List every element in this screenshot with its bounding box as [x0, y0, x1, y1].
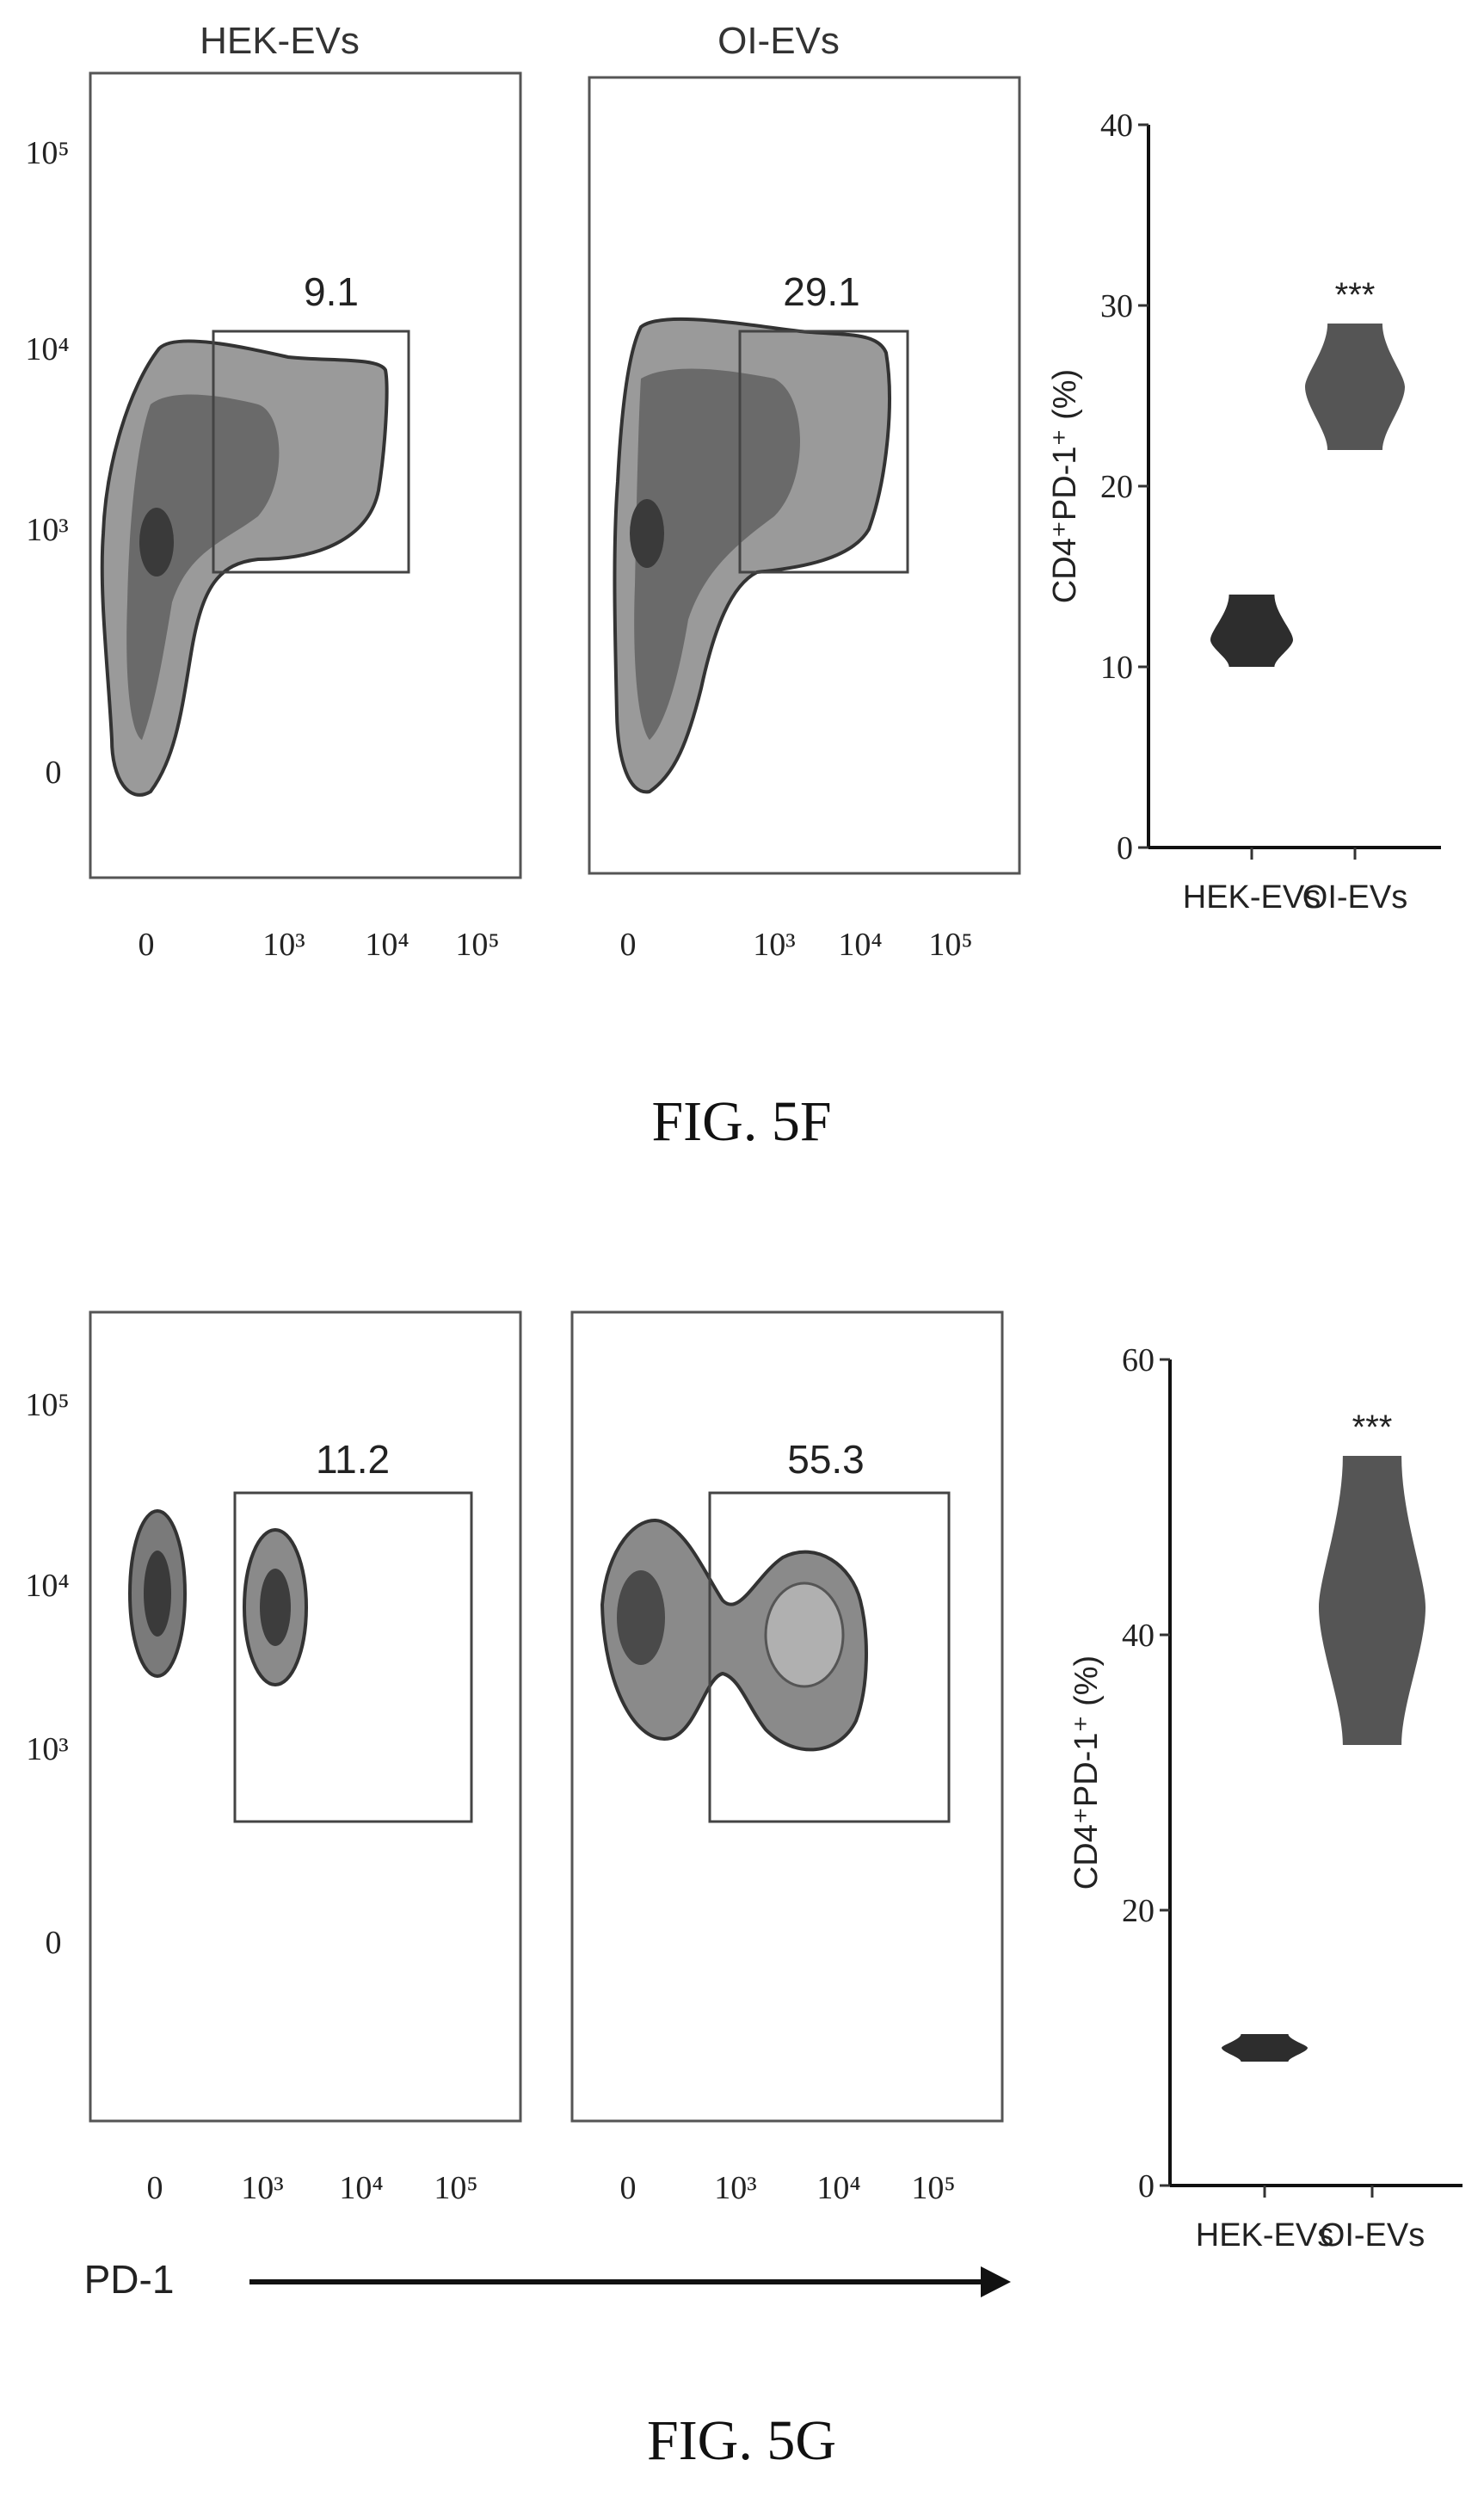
violin-category-label: HEK-EVs	[1196, 2217, 1333, 2253]
violin-ytick-label: 30	[1100, 288, 1133, 324]
fig5f-ytick-label: 0	[46, 755, 62, 791]
violin-ytick-label: 40	[1100, 108, 1133, 144]
fig5g-ytick-label: 10⁴	[25, 1568, 69, 1604]
fig5g-gate-value-hek: 11.2	[316, 1437, 390, 1482]
fig5f-ytick-label: 10³	[26, 512, 68, 548]
fig5g-flow-panel-hek: 11.2 10⁵ 10⁴ 10³ 0 0 10³ 10⁴ 10⁵	[25, 1310, 522, 2206]
fig5g-flow-panel-oi: 55.3 0 10³ 10⁴ 10⁵	[570, 1310, 1004, 2206]
violin-category-label: OI-EVs	[1302, 879, 1407, 916]
pd1-arrow-head	[981, 2266, 1011, 2297]
fig5g-gate-value-oi: 55.3	[787, 1437, 865, 1482]
fig5g-xtick-label: 0	[147, 2170, 163, 2206]
fig5f-xtick-label: 10⁵	[928, 927, 972, 963]
violin-oi-evs	[1319, 1456, 1426, 1745]
violin-ytick-label: 20	[1122, 1893, 1155, 1929]
pd1-axis-marker: PD-1	[84, 2257, 1011, 2302]
fig5f-xtick-label: 10⁵	[455, 927, 499, 963]
violin-hek-evs	[1210, 595, 1293, 667]
fig5g-density-core-positive-oi	[764, 1581, 845, 1688]
fig5g-xtick-label: 0	[620, 2170, 637, 2206]
fig5g-gate-oi	[708, 1491, 951, 1823]
fig5g-plot-frame-hek	[89, 1310, 522, 2123]
violin-ytick-label: 0	[1117, 830, 1133, 866]
fig5f-density-peak-hek	[139, 508, 174, 576]
fig5f-gate-oi	[738, 330, 909, 574]
fig5g-xtick-label: 10⁵	[434, 2170, 477, 2206]
fig5g-density-core-negative-hek	[144, 1551, 171, 1637]
fig5g-xtick-label: 10⁴	[339, 2170, 383, 2206]
fig5f-ytick-label: 10⁴	[25, 331, 69, 367]
fig5f-xtick-label: 10⁴	[365, 927, 409, 963]
violin-ytick-label: 10	[1100, 650, 1133, 686]
fig5f-xtick-label: 0	[139, 927, 155, 963]
fig5f-panel-title-oi: OI-EVs	[717, 20, 840, 62]
fig5f-density-core-hek	[126, 394, 280, 740]
violin-y-axis-label: CD4⁺PD-1⁺ (%)	[1068, 1655, 1105, 1890]
fig5f-gate-value-hek: 9.1	[304, 269, 359, 314]
violin-category-label: HEK-EVs	[1183, 879, 1321, 916]
violin-ytick-label: 20	[1100, 469, 1133, 505]
fig5f-density-peak-oi	[630, 499, 664, 568]
fig5f-flow-panel-oi: OI-EVs 29.1 0 10³ 10⁴ 10⁵	[588, 20, 1021, 963]
fig5g-density-core-negative-oi	[617, 1570, 665, 1665]
fig5g-xtick-label: 10⁴	[816, 2170, 860, 2206]
fig5g-xtick-label: 10³	[714, 2170, 756, 2206]
fig5g-ytick-label: 10⁵	[25, 1387, 69, 1423]
violin-significance-marker: ***	[1335, 276, 1376, 314]
fig5f-xtick-label: 10³	[262, 927, 305, 963]
fig5f-gate-hek	[212, 330, 410, 574]
fig5f-ytick-label: 10⁵	[25, 135, 69, 171]
fig5g-gate-hek	[233, 1491, 473, 1823]
fig5f-caption: FIG. 5F	[651, 1090, 831, 1153]
fig5g-xtick-label: 10³	[241, 2170, 283, 2206]
violin-hek-evs	[1222, 2034, 1308, 2062]
fig5f-xtick-label: 0	[620, 927, 637, 963]
fig5g-density-population-oi	[600, 1519, 868, 1752]
fig5g-caption: FIG. 5G	[647, 2409, 836, 2472]
violin-category-label: OI-EVs	[1320, 2217, 1425, 2253]
fig5f-flow-panel-hek: HEK-EVs 9.1 10⁵ 10⁴ 10³ 0 0 10³ 10⁴ 10⁵	[25, 20, 522, 963]
fig5g-ytick-label: 0	[46, 1925, 62, 1961]
fig5f-panel-title-hek: HEK-EVs	[200, 20, 360, 62]
violin-ytick-label: 0	[1138, 2168, 1155, 2204]
violin-y-axis-label: CD4⁺PD-1⁺ (%)	[1047, 369, 1083, 603]
pd1-axis-label: PD-1	[84, 2257, 175, 2302]
fig5f-xtick-label: 10⁴	[838, 927, 882, 963]
fig5f-gate-value-oi: 29.1	[783, 269, 860, 314]
violin-ytick-label: 40	[1122, 1618, 1155, 1654]
violin-oi-evs	[1305, 324, 1405, 450]
violin-significance-marker: ***	[1352, 1409, 1393, 1446]
fig5f-density-core-oi	[634, 368, 800, 740]
fig5f-xtick-label: 10³	[753, 927, 795, 963]
fig5g-density-core-positive-hek	[260, 1569, 291, 1646]
fig5g-ytick-label: 10³	[26, 1731, 68, 1767]
violin-ytick-label: 60	[1122, 1342, 1155, 1378]
fig5g-xtick-label: 10⁵	[911, 2170, 955, 2206]
